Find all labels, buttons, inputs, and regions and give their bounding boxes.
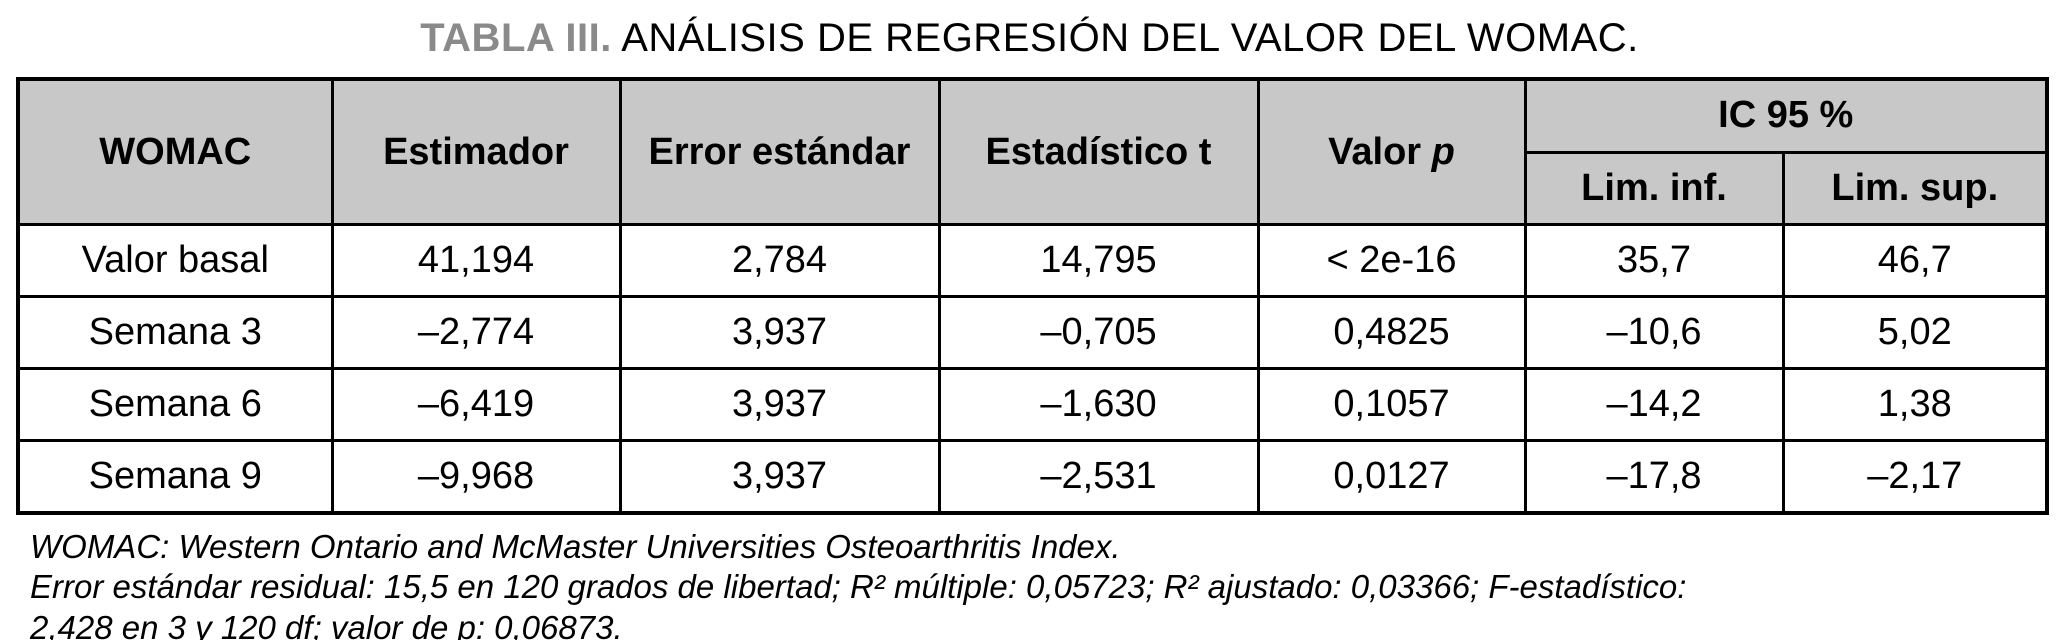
estimador-cell: –2,774 xyxy=(330,295,622,370)
t-cell: –2,531 xyxy=(937,439,1260,515)
table-title-text: ANÁLISIS DE REGRESIÓN DEL VALOR DEL WOMA… xyxy=(621,16,1639,60)
header-valor-p-label: Valor xyxy=(1328,130,1422,173)
header-estimador: Estimador xyxy=(330,77,622,226)
header-estadistico-t: Estadístico t xyxy=(937,77,1260,226)
table-footnotes: WOMAC: Western Ontario and McMaster Univ… xyxy=(30,527,2059,640)
t-cell: –0,705 xyxy=(937,295,1260,370)
p-cell: 0,0127 xyxy=(1256,439,1527,515)
table-row: Valor basal 41,194 2,784 14,795 < 2e-16 … xyxy=(16,223,2049,298)
row-label-cell: Semana 3 xyxy=(16,295,334,370)
estimador-cell: –6,419 xyxy=(330,367,622,442)
footnote-line: Error estándar residual: 15,5 en 120 gra… xyxy=(30,568,1687,606)
header-lim-inf: Lim. inf. xyxy=(1523,150,1785,226)
p-cell: < 2e-16 xyxy=(1256,223,1527,298)
header-womac: WOMAC xyxy=(16,77,334,226)
table-row: Semana 6 –6,419 3,937 –1,630 0,1057 –14,… xyxy=(16,367,2049,442)
row-label-cell: Semana 6 xyxy=(16,367,334,442)
table-header: WOMAC Estimador Error estándar Estadísti… xyxy=(16,77,2049,226)
error-cell: 3,937 xyxy=(618,439,941,515)
error-cell: 2,784 xyxy=(618,223,941,298)
header-error-estandar: Error estándar xyxy=(618,77,941,226)
row-label-cell: Semana 9 xyxy=(16,439,334,515)
lim-inf-cell: –17,8 xyxy=(1523,439,1785,515)
header-valor-p-symbol: p xyxy=(1431,130,1455,173)
header-ic-95: IC 95 % xyxy=(1523,77,2049,154)
footnote-line: 2,428 en 3 y 120 df; valor de p: 0,06873… xyxy=(30,608,623,640)
paper-table-figure: TABLA III. ANÁLISIS DE REGRESIÓN DEL VAL… xyxy=(0,16,2059,640)
table-title: TABLA III. ANÁLISIS DE REGRESIÓN DEL VAL… xyxy=(0,16,2059,61)
p-cell: 0,1057 xyxy=(1256,367,1527,442)
header-valor-p: Valor p xyxy=(1256,77,1527,226)
lim-inf-cell: –10,6 xyxy=(1523,295,1785,370)
p-cell: 0,4825 xyxy=(1256,295,1527,370)
row-label-cell: Valor basal xyxy=(16,223,334,298)
estimador-cell: –9,968 xyxy=(330,439,622,515)
estimador-cell: 41,194 xyxy=(330,223,622,298)
footnote-line: WOMAC: Western Ontario and McMaster Univ… xyxy=(30,528,1121,565)
table-row: Semana 3 –2,774 3,937 –0,705 0,4825 –10,… xyxy=(16,295,2049,370)
lim-sup-cell: 46,7 xyxy=(1781,223,2049,298)
t-cell: –1,630 xyxy=(937,367,1260,442)
lim-sup-cell: 5,02 xyxy=(1781,295,2049,370)
header-row-sub: Lim. inf. Lim. sup. xyxy=(18,150,2049,226)
table-title-number: TABLA III. xyxy=(420,16,612,60)
lim-sup-cell: –2,17 xyxy=(1781,439,2049,515)
lim-inf-cell: 35,7 xyxy=(1523,223,1785,298)
header-lim-sup: Lim. sup. xyxy=(1781,150,2049,226)
t-cell: 14,795 xyxy=(937,223,1260,298)
error-cell: 3,937 xyxy=(618,295,941,370)
header-row-top: WOMAC Estimador Error estándar Estadísti… xyxy=(16,77,2049,226)
regression-table: WOMAC Estimador Error estándar Estadísti… xyxy=(16,77,2050,515)
table-body: Valor basal 41,194 2,784 14,795 < 2e-16 … xyxy=(16,223,2049,515)
table-row: Semana 9 –9,968 3,937 –2,531 0,0127 –17,… xyxy=(16,439,2049,515)
lim-sup-cell: 1,38 xyxy=(1781,367,2049,442)
error-cell: 3,937 xyxy=(618,367,941,442)
lim-inf-cell: –14,2 xyxy=(1523,367,1785,442)
